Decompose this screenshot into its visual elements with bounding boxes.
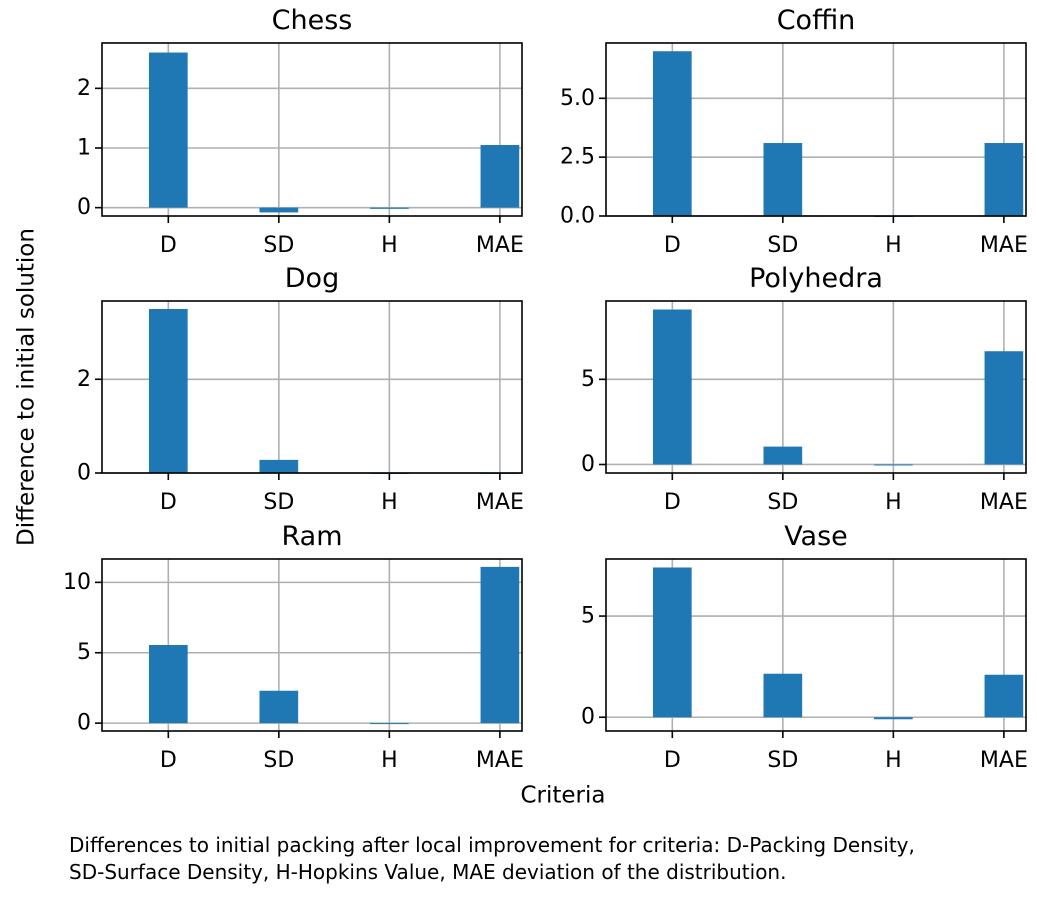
bar-chess-mae [480, 145, 520, 208]
axes-frame-coffin [605, 42, 1027, 217]
bar-chess-h [370, 207, 409, 209]
axes-frame-dog [101, 300, 523, 474]
y-tick-label-coffin-0: 0.0 [560, 204, 595, 229]
x-tick-label-polyhedra-mae: MAE [980, 490, 1028, 515]
x-tick-label-dog-h: H [381, 490, 398, 515]
x-tick-label-ram-sd: SD [263, 748, 294, 773]
y-tick-label-chess-2: 2 [77, 76, 91, 101]
y-tick-label-polyhedra-0: 0 [581, 452, 595, 477]
x-tick-label-coffin-h: H [885, 233, 902, 258]
subplot-title-polyhedra: Polyhedra [749, 263, 883, 294]
caption-line-2: SD-Surface Density, H-Hopkins Value, MAE… [69, 860, 787, 884]
x-tick-label-dog-d: D [160, 490, 177, 515]
bar-coffin-sd [763, 143, 803, 216]
axes-frame-polyhedra [605, 300, 1027, 474]
bar-vase-sd [763, 673, 803, 718]
bar-vase-mae [984, 674, 1024, 718]
y-tick-label-dog-1: 2 [77, 367, 91, 392]
caption-line-1: Differences to initial packing after loc… [69, 833, 915, 857]
y-tick-label-vase-0: 0 [581, 705, 595, 730]
x-tick-label-ram-mae: MAE [476, 748, 524, 773]
subplot-title-chess: Chess [272, 5, 353, 36]
subplot-title-dog: Dog [285, 263, 339, 294]
x-tick-label-coffin-d: D [664, 233, 681, 258]
bar-ram-sd [259, 690, 299, 724]
x-tick-label-polyhedra-sd: SD [767, 490, 798, 515]
bar-polyhedra-sd [763, 446, 803, 465]
y-tick-label-ram-2: 10 [63, 570, 91, 595]
y-tick-label-polyhedra-1: 5 [581, 367, 595, 392]
bar-chess-sd [259, 207, 299, 213]
bar-coffin-mae [984, 143, 1024, 216]
subplot-dog: 0 2 D SD H MAE Dog [77, 263, 524, 515]
y-tick-label-chess-1: 1 [77, 135, 91, 160]
subplot-vase: 0 5 D SD H MAE Vase [581, 521, 1028, 773]
bar-vase-h [874, 717, 913, 720]
figure-y-axis-label: Difference to initial solution [14, 228, 40, 546]
bar-ram-h [370, 723, 409, 725]
bar-dog-sd [259, 459, 299, 473]
y-tick-label-coffin-1: 2.5 [560, 145, 595, 170]
subplot-title-coffin: Coffin [777, 5, 856, 36]
subplot-grid: 0 1 2 D SD H MAE Chess 0.0 2.5 5.0 D SD H MAE Coffin 0 2 D… [63, 5, 1028, 773]
x-tick-label-chess-mae: MAE [476, 233, 524, 258]
bar-polyhedra-mae [984, 351, 1024, 465]
axes-frame-vase [605, 558, 1027, 732]
x-tick-label-ram-h: H [381, 748, 398, 773]
subplot-chess: 0 1 2 D SD H MAE Chess [77, 5, 524, 258]
x-tick-label-coffin-mae: MAE [980, 233, 1028, 258]
x-tick-label-chess-sd: SD [263, 233, 294, 258]
x-tick-label-chess-d: D [160, 233, 177, 258]
bar-ram-d [148, 645, 188, 724]
x-tick-label-vase-h: H [885, 748, 902, 773]
subplot-ram: 0 5 10 D SD H MAE Ram [63, 521, 524, 773]
x-tick-label-polyhedra-d: D [664, 490, 681, 515]
y-tick-label-ram-0: 0 [77, 711, 91, 736]
axes-frame-ram [101, 558, 523, 732]
subplot-title-vase: Vase [784, 521, 848, 552]
subplot-title-ram: Ram [281, 521, 342, 552]
axes-frame-chess [101, 42, 523, 217]
y-tick-label-dog-0: 0 [77, 461, 91, 486]
bar-vase-d [652, 567, 692, 718]
x-tick-label-dog-mae: MAE [476, 490, 524, 515]
x-tick-label-vase-sd: SD [767, 748, 798, 773]
y-tick-label-chess-0: 0 [77, 195, 91, 220]
x-tick-label-vase-mae: MAE [980, 748, 1028, 773]
bar-chess-d [148, 52, 188, 208]
bar-polyhedra-h [874, 464, 913, 466]
figure-x-axis-label: Criteria [520, 783, 605, 809]
y-tick-label-coffin-2: 5.0 [560, 86, 595, 111]
x-tick-label-vase-d: D [664, 748, 681, 773]
y-tick-label-ram-1: 5 [77, 640, 91, 665]
x-tick-label-coffin-sd: SD [767, 233, 798, 258]
subplot-polyhedra: 0 5 D SD H MAE Polyhedra [581, 263, 1028, 515]
x-tick-label-ram-d: D [160, 748, 177, 773]
figure-caption: Differences to initial packing after loc… [69, 832, 1019, 886]
x-tick-label-polyhedra-h: H [885, 490, 902, 515]
subplot-coffin: 0.0 2.5 5.0 D SD H MAE Coffin [560, 5, 1028, 258]
x-tick-label-chess-h: H [381, 233, 398, 258]
bar-coffin-d [652, 51, 692, 216]
bar-ram-mae [480, 566, 520, 724]
bar-dog-d [148, 308, 188, 473]
y-tick-label-vase-1: 5 [581, 604, 595, 629]
bar-polyhedra-d [652, 309, 692, 465]
x-tick-label-dog-sd: SD [263, 490, 294, 515]
